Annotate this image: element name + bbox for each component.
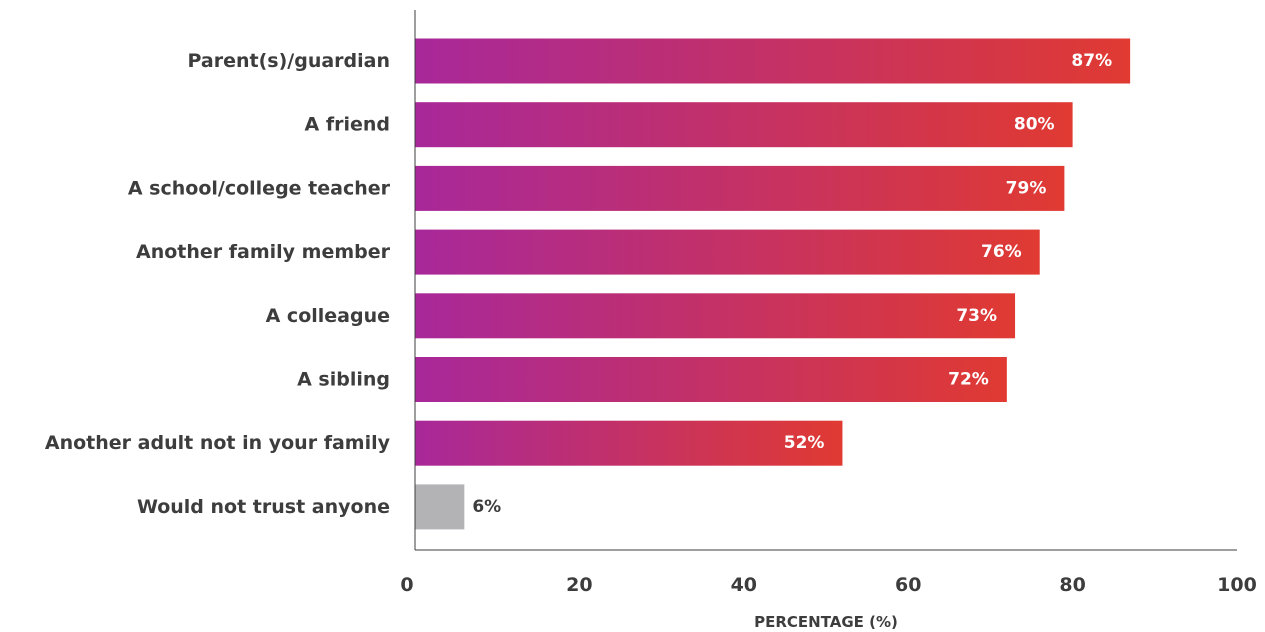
bar-2 [415, 102, 1073, 148]
bars-group [415, 38, 1131, 530]
bar-8 [415, 484, 465, 530]
value-label: 52% [784, 433, 825, 453]
bar-3 [415, 165, 1065, 211]
x-tick-label: 100 [1217, 574, 1257, 596]
category-labels-group: Parent(s)/guardian A friend A school/colle… [45, 50, 391, 518]
x-tick-label: 60 [895, 574, 921, 596]
value-label: 80% [1014, 115, 1055, 135]
bar-4 [415, 229, 1040, 275]
category-label: Another adult not in your family [45, 432, 391, 454]
category-label: Parent(s)/guardian [188, 50, 391, 72]
bar-1 [415, 38, 1131, 84]
x-tick-label: 40 [731, 574, 757, 596]
x-axis-title: PERCENTAGE (%) [754, 613, 898, 631]
x-tick-label: 0 [400, 574, 413, 596]
category-label: A sibling [297, 369, 390, 391]
x-tick-label: 80 [1059, 574, 1085, 596]
value-label: 79% [1006, 178, 1047, 198]
value-label: 76% [981, 242, 1022, 262]
category-label: Would not trust anyone [137, 496, 390, 518]
category-label: Another family member [136, 241, 391, 263]
bar-7 [415, 420, 843, 466]
bar-5 [415, 293, 1016, 339]
value-label: 6% [472, 497, 501, 517]
value-labels-group: 87% 80% 79% 76% 73% 72% 52% 6% [472, 51, 1112, 517]
value-label: 72% [948, 370, 989, 390]
bar-6 [415, 357, 1007, 402]
category-label: A friend [305, 114, 390, 136]
category-label: A colleague [266, 305, 390, 327]
category-label: A school/college teacher [128, 177, 391, 199]
x-tick-labels-group: 0 20 40 60 80 100 [400, 574, 1256, 596]
x-tick-label: 20 [566, 574, 592, 596]
value-label: 87% [1071, 51, 1112, 71]
value-label: 73% [956, 306, 997, 326]
